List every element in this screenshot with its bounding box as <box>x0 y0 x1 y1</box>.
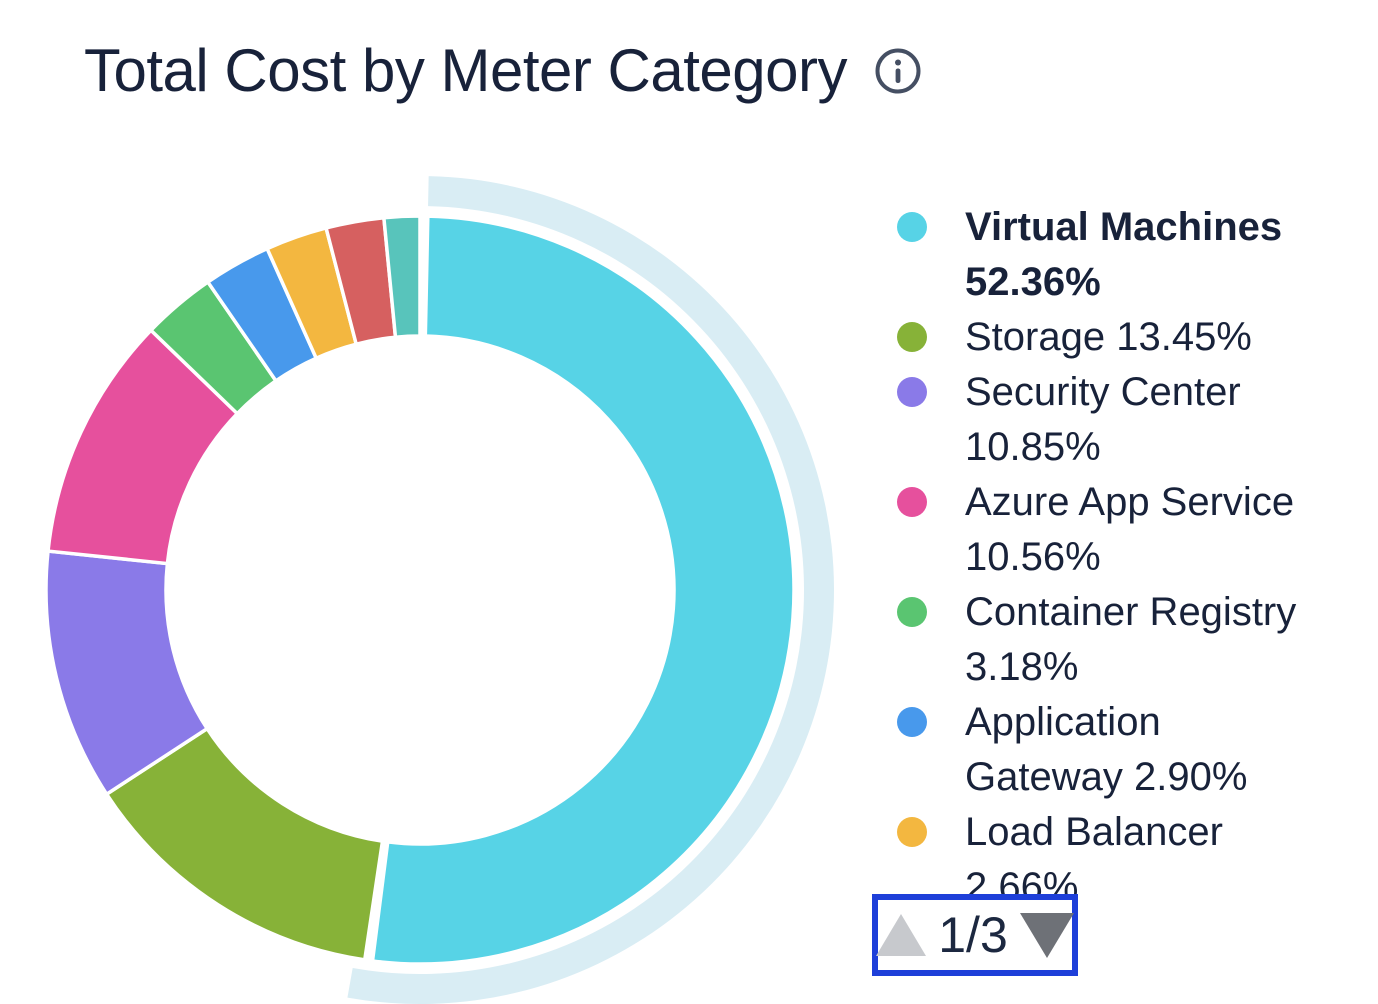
page-up-button[interactable] <box>876 914 927 956</box>
legend-label-line: Container Registry <box>965 590 1297 634</box>
legend-item-security-center[interactable]: Security Center 10.85% <box>897 365 1377 475</box>
info-icon[interactable] <box>873 46 923 96</box>
legend-label-line: 3.18% <box>965 645 1079 689</box>
legend-pagination: 1/3 <box>872 894 1078 976</box>
legend-label-line: Gateway 2.90% <box>965 755 1248 799</box>
legend-label: Application Gateway 2.90% <box>965 695 1247 805</box>
legend-label: Storage 13.45% <box>965 310 1252 365</box>
legend-label-line: Storage 13.45% <box>965 315 1252 359</box>
donut-chart <box>44 176 834 1004</box>
legend-swatch <box>897 377 927 407</box>
legend-label-line: 52.36% <box>965 260 1101 304</box>
legend-label: Security Center 10.85% <box>965 365 1241 475</box>
legend-swatch <box>897 487 927 517</box>
legend-label-line: Load Balancer <box>965 810 1223 854</box>
donut-segment-virtual-machines[interactable] <box>370 214 796 966</box>
legend-swatch <box>897 817 927 847</box>
legend-label: Virtual Machines 52.36% <box>965 200 1282 310</box>
page-indicator: 1/3 <box>938 907 1008 963</box>
legend-swatch <box>897 322 927 352</box>
legend-label-line: 10.85% <box>965 425 1101 469</box>
chart-legend: Virtual Machines 52.36% Storage 13.45% Secu… <box>897 200 1377 915</box>
legend-swatch <box>897 212 927 242</box>
legend-item-azure-app-service[interactable]: Azure App Service 10.56% <box>897 475 1377 585</box>
legend-label-line: Security Center <box>965 370 1241 414</box>
legend-swatch <box>897 707 927 737</box>
chart-title: Total Cost by Meter Category <box>84 37 847 104</box>
legend-item-storage-13-45[interactable]: Storage 13.45% <box>897 310 1377 365</box>
legend-item-virtual-machines[interactable]: Virtual Machines 52.36% <box>897 200 1377 310</box>
legend-swatch <box>897 597 927 627</box>
legend-label: Azure App Service 10.56% <box>965 475 1294 585</box>
chart-header: Total Cost by Meter Category <box>84 36 923 105</box>
legend-label: Container Registry 3.18% <box>965 585 1296 695</box>
legend-label-line: Application <box>965 700 1161 744</box>
page-down-button[interactable] <box>1019 912 1074 958</box>
donut-segment-unlabeled[interactable] <box>381 214 422 340</box>
legend-label-line: Virtual Machines <box>965 205 1283 249</box>
legend-label-line: 10.56% <box>965 535 1101 579</box>
legend-label-line: Azure App Service <box>965 480 1295 524</box>
legend-item-application[interactable]: Application Gateway 2.90% <box>897 695 1377 805</box>
legend-item-container-registry[interactable]: Container Registry 3.18% <box>897 585 1377 695</box>
